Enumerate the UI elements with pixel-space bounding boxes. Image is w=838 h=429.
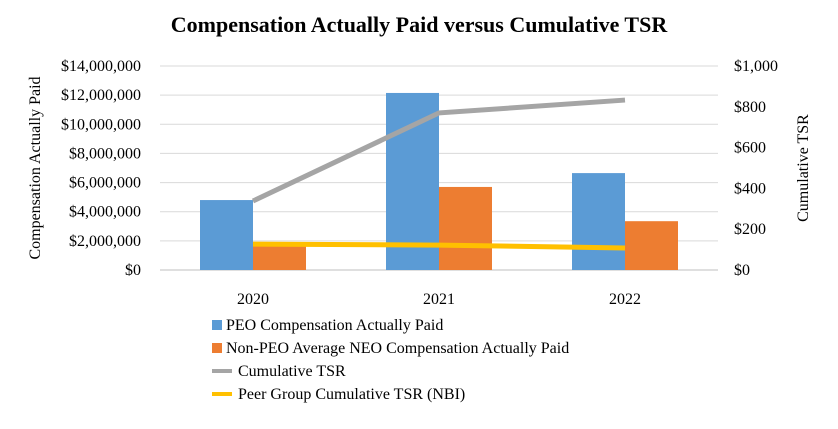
x-tick-label: 2021 — [423, 291, 455, 308]
chart-title: Compensation Actually Paid versus Cumula… — [171, 12, 669, 37]
legend-label: Non-PEO Average NEO Compensation Actuall… — [226, 340, 569, 357]
line-peer-tsr — [252, 241, 626, 251]
y-tick-label: $8,000,000 — [69, 145, 141, 162]
legend-label: PEO Compensation Actually Paid — [226, 317, 443, 334]
bar-non-peo — [253, 242, 306, 270]
bar-non-peo — [625, 221, 678, 270]
bar-peo — [386, 92, 439, 270]
legend-label: Peer Group Cumulative TSR (NBI) — [238, 386, 465, 403]
y2-tick-label: $0 — [734, 262, 750, 279]
y-tick-label: $2,000,000 — [69, 233, 141, 250]
y2-axis-label: Cumulative TSR — [795, 114, 812, 222]
y-tick-label: $6,000,000 — [69, 175, 141, 192]
y2-tick-label: $600 — [734, 140, 766, 157]
bar-peo — [200, 200, 253, 270]
y-tick-label: $0 — [125, 262, 141, 279]
y-tick-label: $12,000,000 — [61, 87, 141, 104]
y-tick-label: $14,000,000 — [61, 58, 141, 75]
y2-tick-label: $1,000 — [734, 58, 778, 75]
bar-peo — [572, 173, 625, 270]
y2-tick-label: $400 — [734, 180, 766, 197]
legend-swatch — [212, 320, 222, 330]
y-tick-label: $10,000,000 — [61, 116, 141, 133]
line-cumulative-tsr — [251, 97, 626, 204]
y-axis-label: Compensation Actually Paid — [27, 76, 44, 259]
y2-tick-label: $800 — [734, 99, 766, 116]
x-tick-label: 2020 — [237, 291, 269, 308]
x-tick-label: 2022 — [609, 291, 641, 308]
legend-swatch — [212, 343, 222, 353]
legend-label: Cumulative TSR — [238, 363, 346, 380]
bar-non-peo — [439, 186, 492, 270]
y2-tick-label: $200 — [734, 221, 766, 238]
y-tick-label: $4,000,000 — [69, 204, 141, 221]
